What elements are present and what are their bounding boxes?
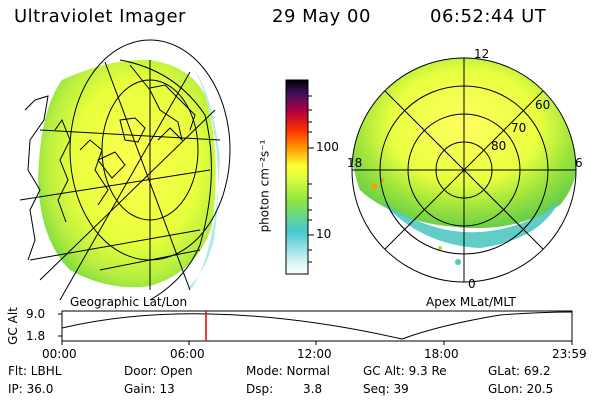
time-tick-0600: 06:00: [170, 347, 205, 361]
auroral-dayside-band: [380, 200, 560, 248]
mlat-label-70: 70: [511, 121, 527, 135]
info-glon: GLon: 20.5: [488, 382, 554, 396]
info-seq: Seq: 39: [363, 382, 409, 396]
colorbar-label: photon cm⁻²s⁻¹: [257, 139, 272, 233]
info-door: Door: Open: [124, 364, 193, 378]
mlt-label-18: 18: [347, 156, 363, 170]
mlt-label-12: 12: [474, 47, 490, 61]
right-panel-title: Apex MLat/MLT: [426, 295, 516, 309]
info-dsp-value: 3.8: [303, 382, 323, 396]
colorbar-tick-10: 10: [316, 227, 332, 241]
colorbar-ticks: [308, 95, 314, 263]
auroral-image-right: [352, 58, 576, 229]
auroral-image-left: [38, 59, 216, 288]
info-mode: Mode: Normal: [246, 364, 330, 378]
colorbar: [285, 79, 309, 275]
info-gain: Gain: 13: [124, 382, 175, 396]
time-label: 06:52:44 UT: [430, 6, 547, 27]
altitude-ylabel: GC Alt: [5, 307, 20, 345]
info-ip: IP: 36.0: [8, 382, 54, 396]
info-glat: GLat: 69.2: [488, 364, 551, 378]
altitude-plot: [58, 310, 573, 345]
mlat-label-80: 80: [491, 139, 507, 153]
mlt-label-0: 0: [468, 277, 476, 291]
polar-map: [351, 57, 577, 283]
geographic-map: [19, 39, 231, 301]
lat-lon-grid: [19, 39, 231, 301]
mlat-label-60: 60: [535, 98, 551, 112]
altitude-curve: [61, 311, 573, 340]
time-tick-1800: 18:00: [424, 347, 459, 361]
coastlines: [24, 64, 196, 261]
instrument-title: Ultraviolet Imager: [14, 6, 186, 27]
info-gc-alt: GC Alt: 9.3 Re: [363, 364, 447, 378]
time-tick-1200: 12:00: [297, 347, 332, 361]
info-dsp-label: Dsp:: [246, 382, 274, 396]
altitude-tick-9: 9.0: [26, 307, 46, 321]
date-label: 29 May 00: [272, 6, 371, 27]
colorbar-tick-100: 100: [316, 140, 339, 154]
time-tick-0000: 00:00: [42, 347, 77, 361]
time-tick-2359: 23:59: [552, 347, 587, 361]
altitude-ticks: [58, 313, 573, 345]
left-panel-title: Geographic Lat/Lon: [70, 295, 188, 309]
mlt-lines: [352, 58, 576, 282]
altitude-tick-1-8: 1.8: [26, 329, 46, 343]
info-flt: Flt: LBHL: [8, 364, 62, 378]
mlt-label-6: 6: [575, 156, 583, 170]
